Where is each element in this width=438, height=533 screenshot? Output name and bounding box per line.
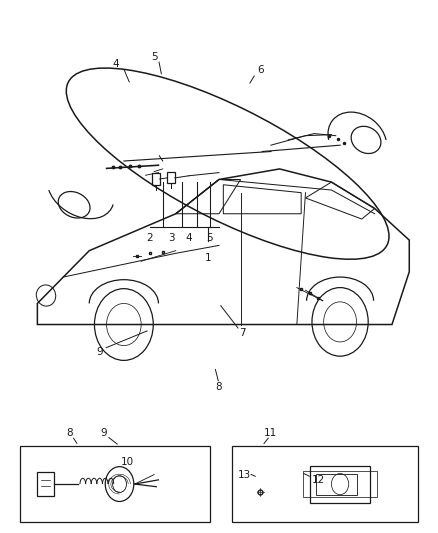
Bar <box>167 172 175 183</box>
Text: 2: 2 <box>146 233 153 243</box>
Bar <box>37 472 54 496</box>
Text: 3: 3 <box>168 233 175 243</box>
Text: 5: 5 <box>206 233 213 243</box>
Bar <box>152 173 160 185</box>
Bar <box>232 446 418 522</box>
Text: 9: 9 <box>100 427 107 438</box>
Text: 9: 9 <box>97 347 103 357</box>
Text: 12: 12 <box>312 475 325 485</box>
Text: 8: 8 <box>215 382 223 392</box>
Text: 10: 10 <box>121 457 134 467</box>
Text: 4: 4 <box>113 60 120 69</box>
Bar <box>304 471 377 497</box>
Text: 8: 8 <box>67 427 73 438</box>
Bar <box>20 446 210 522</box>
Bar <box>310 466 371 503</box>
Bar <box>316 473 357 495</box>
Text: 5: 5 <box>152 52 158 62</box>
Text: 6: 6 <box>257 65 263 75</box>
Text: 13: 13 <box>237 470 251 480</box>
Text: 11: 11 <box>264 427 278 438</box>
Text: 7: 7 <box>240 328 246 338</box>
Text: 1: 1 <box>205 253 212 263</box>
Text: 4: 4 <box>185 233 192 243</box>
